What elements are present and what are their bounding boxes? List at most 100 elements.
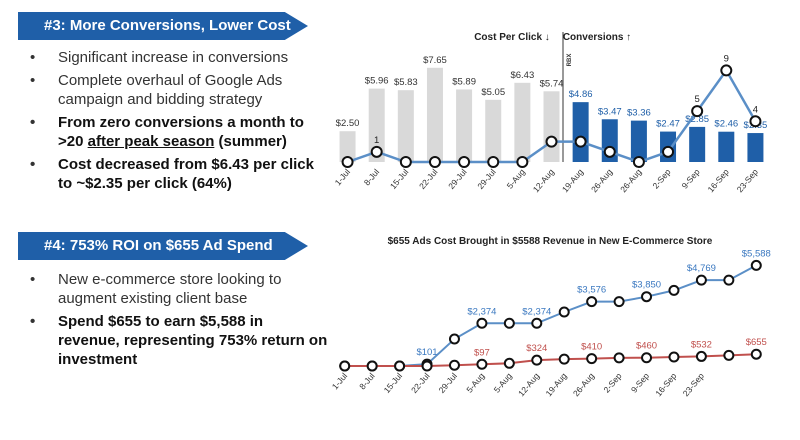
data-label: $5.74 bbox=[540, 78, 564, 89]
data-label: $324 bbox=[526, 343, 547, 354]
point bbox=[603, 145, 616, 158]
data-label: $97 bbox=[474, 347, 490, 358]
data-label: $5,588 bbox=[742, 248, 771, 259]
bar bbox=[485, 99, 502, 162]
point bbox=[476, 317, 488, 329]
data-label: $5.96 bbox=[365, 76, 389, 87]
point bbox=[613, 296, 625, 308]
data-label: $5.89 bbox=[452, 76, 476, 87]
point bbox=[750, 348, 762, 360]
point bbox=[720, 64, 733, 77]
point bbox=[476, 358, 488, 370]
x-tick-label: 16-Sep bbox=[706, 167, 731, 195]
point bbox=[370, 145, 383, 158]
bar bbox=[689, 126, 706, 162]
bullet: From zero conversions a month to >20 aft… bbox=[28, 113, 328, 151]
bar bbox=[514, 82, 531, 162]
point bbox=[487, 156, 500, 168]
point bbox=[641, 291, 653, 303]
chart-title: $655 Ads Cost Brought in $5588 Revenue i… bbox=[388, 236, 713, 247]
bullet: Spend $655 to earn $5,588 in revenue, re… bbox=[28, 312, 328, 369]
bullet-list: Significant increase in conversions Compl… bbox=[28, 48, 328, 197]
point bbox=[668, 284, 680, 296]
bar bbox=[456, 89, 473, 162]
data-label: $532 bbox=[691, 339, 712, 350]
x-tick-label: 26-Aug bbox=[589, 167, 614, 195]
point bbox=[503, 317, 515, 329]
x-tick-label: 8-Jul bbox=[362, 167, 382, 188]
bullet-text: Complete overhaul of Google Ads campaign… bbox=[58, 72, 287, 108]
point bbox=[574, 135, 587, 148]
axis-label: Conversions ↑ bbox=[563, 32, 631, 43]
bullet-text: Significant increase in conversions bbox=[58, 49, 289, 66]
data-label: 4 bbox=[753, 104, 758, 115]
point bbox=[458, 156, 471, 168]
bullet-text: after peak season bbox=[87, 133, 215, 150]
x-tick-label: 8-Jul bbox=[357, 371, 377, 392]
data-label: $101 bbox=[416, 347, 437, 358]
point bbox=[691, 105, 704, 118]
point bbox=[662, 145, 675, 158]
data-label: $4.86 bbox=[569, 89, 593, 100]
point bbox=[531, 317, 543, 329]
point bbox=[341, 156, 354, 168]
x-tick-label: 19-Aug bbox=[543, 371, 568, 399]
data-label: $2.47 bbox=[656, 119, 680, 130]
point bbox=[558, 306, 570, 318]
x-tick-label: 5-Aug bbox=[492, 371, 514, 395]
bullet-text: New e-commerce store looking to augment … bbox=[58, 271, 286, 307]
point bbox=[366, 360, 378, 372]
axis-label: Cost Per Click ↓ bbox=[474, 32, 550, 43]
x-tick-label: 23-Sep bbox=[735, 167, 760, 195]
data-label: $7.65 bbox=[423, 55, 447, 66]
bullet: Significant increase in conversions bbox=[28, 48, 328, 67]
bullet-text: Cost decreased from $6.43 per click to ~… bbox=[58, 156, 319, 192]
x-tick-label: 12-Aug bbox=[531, 167, 556, 195]
x-tick-label: 26-Aug bbox=[571, 371, 596, 399]
point bbox=[399, 156, 412, 168]
data-label: $2.46 bbox=[714, 119, 738, 130]
bar bbox=[572, 102, 589, 162]
point bbox=[749, 115, 762, 128]
data-label: $410 bbox=[581, 342, 602, 353]
line bbox=[344, 353, 757, 367]
bar bbox=[630, 120, 647, 162]
point bbox=[545, 135, 558, 148]
data-label: $2.85 bbox=[685, 114, 709, 125]
x-tick-label: 22-Jul bbox=[409, 371, 432, 395]
data-label: 5 bbox=[695, 94, 700, 105]
data-label: $5.05 bbox=[481, 87, 505, 98]
point bbox=[421, 360, 433, 372]
x-tick-label: 26-Aug bbox=[618, 167, 643, 195]
bar bbox=[368, 88, 385, 162]
data-label: $2.50 bbox=[336, 118, 360, 129]
x-tick-label: 29-Jul bbox=[475, 167, 498, 191]
section-heading: #3: More Conversions, Lower Cost bbox=[18, 12, 308, 40]
x-tick-label: 1-Jul bbox=[330, 371, 350, 392]
point bbox=[613, 352, 625, 364]
bullet-list: New e-commerce store looking to augment … bbox=[28, 270, 328, 373]
x-tick-label: 19-Aug bbox=[560, 167, 585, 195]
x-tick-label: 5-Aug bbox=[464, 371, 486, 395]
bullet-text: (summer) bbox=[214, 133, 287, 150]
data-label: $3.47 bbox=[598, 106, 622, 117]
point bbox=[394, 360, 406, 372]
point bbox=[695, 274, 707, 286]
data-label: $5.83 bbox=[394, 77, 418, 88]
bullet-text: Spend $655 to earn $5,588 in revenue, re… bbox=[58, 313, 332, 368]
data-label: 9 bbox=[724, 53, 729, 64]
data-label: $460 bbox=[636, 341, 657, 352]
x-tick-label: 22-Jul bbox=[417, 167, 440, 191]
x-tick-label: 15-Jul bbox=[382, 371, 405, 395]
annotation: RBX bbox=[567, 54, 573, 67]
point bbox=[668, 351, 680, 363]
x-tick-label: 29-Jul bbox=[436, 371, 459, 395]
x-tick-label: 9-Sep bbox=[679, 167, 701, 191]
data-label: $4,769 bbox=[687, 263, 716, 274]
point bbox=[641, 352, 653, 364]
point bbox=[632, 156, 645, 168]
x-tick-label: 23-Sep bbox=[681, 371, 706, 399]
point bbox=[723, 349, 735, 361]
